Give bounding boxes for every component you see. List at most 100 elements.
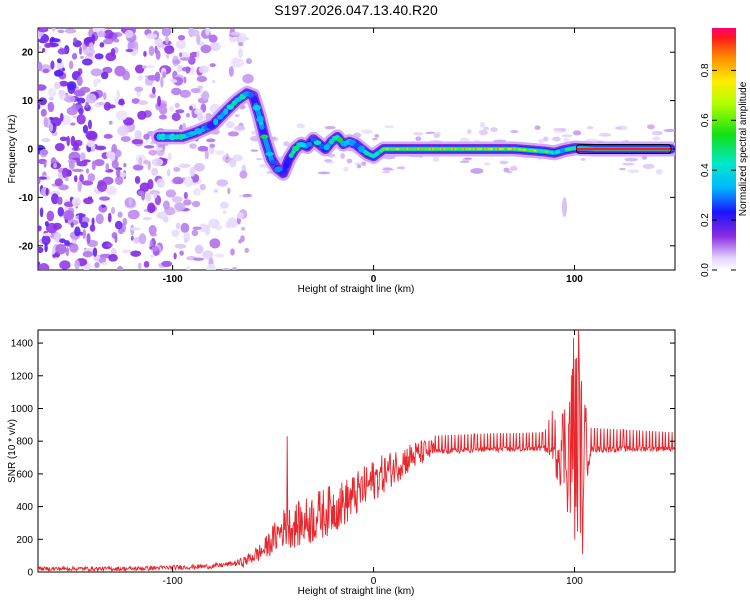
spectrogram-noise-blob: [229, 221, 239, 227]
spectrogram-noise-blob: [127, 210, 137, 220]
spectrogram-noise-blob: [59, 136, 68, 142]
spectrogram-noise-blob: [49, 123, 54, 132]
spectrogram-noise-blob: [209, 143, 216, 148]
spectrogram-ridge-blob: [206, 122, 216, 129]
spectrogram-noise-blob: [193, 162, 205, 172]
spectrogram-noise-blob: [153, 191, 157, 199]
spectrogram-noise-blob: [225, 220, 231, 229]
spectrogram-noise-blob: [433, 133, 440, 139]
spectrogram-noise-blob: [384, 125, 395, 129]
spectrogram-noise-blob: [197, 145, 209, 152]
spectrogram-noise-blob: [137, 75, 144, 81]
spectrogram-noise-blob: [618, 167, 627, 171]
spectrogram-noise-blob: [478, 129, 488, 136]
spectrogram-noise-blob: [56, 60, 64, 71]
spectrogram-noise-blob: [128, 197, 133, 207]
spectrogram-noise-blob: [174, 202, 186, 211]
spectrogram-noise-blob: [179, 250, 184, 256]
spectrogram-noise-blob: [174, 243, 187, 249]
spectrogram-noise-blob: [54, 178, 64, 187]
spectrogram-noise-blob: [145, 33, 158, 40]
spectrogram-ytick-label: -20: [19, 241, 34, 252]
spectrogram-noise-blob: [296, 123, 306, 129]
spectrogram-noise-blob: [191, 200, 201, 208]
spectrogram-content: [38, 28, 675, 270]
spectrogram-noise-blob: [66, 135, 71, 147]
spectrogram-noise-blob: [141, 65, 148, 69]
spectrogram-noise-blob: [137, 262, 142, 270]
spectrogram-noise-blob: [74, 259, 80, 270]
spectrogram-noise-blob: [38, 177, 41, 185]
spectrogram-noise-blob: [38, 103, 41, 110]
spectrogram-noise-blob: [151, 158, 164, 167]
spectrogram-noise-blob: [110, 206, 116, 215]
spectrogram-noise-blob: [490, 127, 499, 132]
spectrogram-noise-blob: [52, 254, 57, 258]
spectrogram-noise-blob: [103, 133, 113, 139]
spectrogram-noise-blob: [61, 114, 71, 126]
spectrogram-ridge-blob: [288, 153, 294, 158]
spectrogram-noise-blob: [190, 66, 195, 75]
spectrogram-noise-blob: [231, 266, 238, 270]
spectrogram-noise-blob: [147, 202, 156, 214]
snr-xlabel: Height of straight line (km): [298, 586, 415, 597]
spectrogram-noise-blob: [155, 147, 164, 152]
spectrogram-noise-blob: [59, 80, 69, 87]
spectrogram-noise-blob: [81, 180, 94, 186]
spectrogram-noise-blob: [241, 227, 246, 231]
spectrogram-noise-blob: [624, 157, 639, 162]
spectrogram-noise-blob: [534, 125, 541, 130]
spectrogram-noise-blob: [85, 130, 98, 140]
spectrogram-noise-blob: [72, 168, 84, 173]
spectrogram-noise-blob: [133, 236, 141, 244]
spectrogram-noise-blob: [163, 200, 170, 210]
spectrogram-noise-blob: [185, 66, 191, 74]
spectrogram-noise-blob: [151, 167, 159, 176]
spectrogram-noise-blob: [598, 133, 612, 137]
spectrogram-noise-blob: [63, 95, 76, 103]
spectrogram-ridge-blob: [269, 160, 277, 165]
snr-xtick-label: 0: [371, 576, 377, 587]
spectrogram-noise-blob: [57, 48, 68, 55]
spectrogram-noise-blob: [236, 212, 244, 219]
spectrogram-noise-blob: [155, 49, 161, 60]
spectrogram-noise-blob: [70, 222, 74, 228]
spectrogram-noise-blob: [171, 196, 183, 203]
spectrogram-noise-blob: [360, 129, 373, 134]
spectrogram-noise-blob: [45, 187, 49, 196]
spectrogram-noise-blob: [65, 247, 70, 257]
spectrogram-noise-blob: [44, 42, 52, 48]
spectrogram-noise-blob: [396, 166, 406, 170]
spectrogram-noise-blob: [134, 86, 144, 92]
spectrogram-noise-blob: [80, 221, 89, 229]
spectrogram-noise-blob: [81, 58, 93, 66]
spectrogram-noise-blob: [204, 149, 209, 160]
spectrogram-noise-blob: [193, 187, 201, 196]
spectrogram-noise-blob: [382, 168, 394, 171]
spectrogram-noise-blob: [580, 158, 586, 161]
spectrogram-noise-blob: [255, 158, 264, 161]
spectrogram-xtick-label: -100: [163, 274, 183, 285]
snr-xtick-label: -100: [163, 576, 183, 587]
spectrogram-noise-blob: [192, 226, 202, 230]
spectrogram-noise-blob: [171, 229, 180, 238]
spectrogram-noise-blob: [56, 196, 63, 205]
spectrogram-ridge-blob: [300, 142, 307, 148]
spectrogram-noise-blob: [68, 60, 74, 70]
spectrogram-ytick-label: 10: [22, 96, 34, 107]
spectrogram-noise-blob: [123, 162, 127, 168]
spectrogram-noise-blob: [103, 92, 107, 101]
spectrogram-noise-blob: [38, 97, 47, 106]
spectrogram-noise-blob: [146, 65, 155, 69]
spectrogram-noise-blob: [85, 168, 90, 174]
spectrogram-noise-blob: [86, 52, 94, 57]
colorbar-tick-label: 0.2: [700, 213, 711, 227]
spectrogram-noise-blob: [138, 190, 145, 196]
spectrogram-noise-blob: [44, 220, 49, 227]
spectrogram-ridge-blob: [234, 97, 242, 102]
spectrogram-noise-blob: [93, 79, 102, 84]
spectrogram-noise-blob: [101, 204, 106, 208]
spectrogram-noise-blob: [537, 138, 545, 144]
spectrogram-noise-blob: [41, 234, 51, 246]
